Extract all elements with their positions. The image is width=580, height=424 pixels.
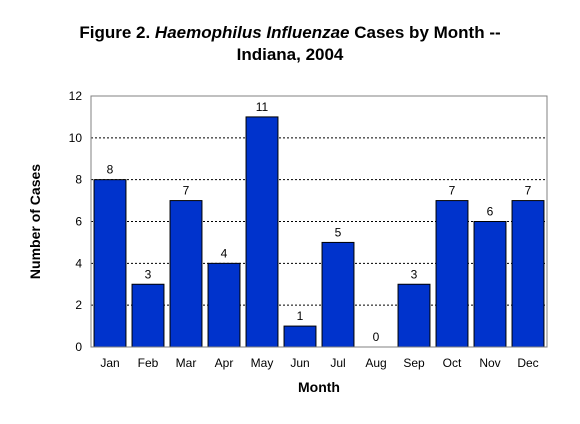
plot-area-frame (90, 95, 548, 348)
x-tick-labels: Jan Feb Mar Apr May Jun Jul Aug Sep Oct Nov Dec (100, 356, 538, 370)
bar-jul (321, 241, 355, 348)
bar-jun (283, 325, 317, 348)
x-tick-label-jul: Jul (330, 356, 345, 370)
x-tick-label-nov: Nov (479, 356, 500, 370)
data-label-dec: 7 (525, 184, 532, 198)
data-label-nov: 6 (487, 205, 494, 219)
bar-dec (511, 200, 545, 348)
data-label-jul: 5 (335, 225, 342, 239)
x-tick-label-jun: Jun (290, 356, 309, 370)
bar-sep (397, 283, 431, 348)
data-label-may: 11 (256, 100, 269, 114)
y-tick-label: 6 (75, 215, 82, 229)
x-tick-label-aug: Aug (365, 356, 386, 370)
y-tick-label: 10 (69, 131, 83, 145)
data-label-feb: 3 (145, 267, 152, 281)
x-tick-label-sep: Sep (403, 356, 425, 370)
gridlines (91, 137, 547, 306)
y-tick-labels: 0 2 4 6 8 10 12 (69, 89, 83, 354)
bar-nov (473, 221, 507, 348)
x-tick-label-apr: Apr (215, 356, 234, 370)
y-tick-label: 4 (75, 256, 82, 270)
x-tick-label-may: May (251, 356, 274, 370)
x-tick-label-oct: Oct (443, 356, 462, 370)
x-axis-title: Month (298, 379, 340, 395)
bar-mar (169, 200, 203, 348)
chart-title: Figure 2. Haemophilus Influenzae Cases b… (0, 22, 580, 66)
x-tick-label-feb: Feb (138, 356, 159, 370)
chart-title-line2: Indiana, 2004 (236, 45, 344, 64)
data-label-oct: 7 (449, 184, 456, 198)
bar-feb (131, 283, 165, 348)
x-tick-label-mar: Mar (176, 356, 197, 370)
chart-title-italic: Haemophilus Influenzae (154, 23, 350, 42)
y-tick-label: 2 (75, 298, 82, 312)
bar-apr (207, 262, 241, 348)
chart-title-prefix: Figure 2. (79, 23, 155, 42)
bar-may (245, 116, 279, 348)
chart-title-suffix: Cases by Month -- (349, 23, 501, 42)
x-tick-label-dec: Dec (517, 356, 538, 370)
data-label-aug: 0 (373, 330, 380, 344)
y-tick-label: 0 (75, 340, 82, 354)
data-label-apr: 4 (221, 246, 228, 260)
bar-jan (93, 179, 127, 348)
y-tick-label: 12 (69, 89, 83, 103)
x-tick-label-jan: Jan (100, 356, 119, 370)
data-label-mar: 7 (183, 184, 190, 198)
bar-oct (435, 200, 469, 348)
data-label-jan: 8 (107, 163, 114, 177)
bars (93, 116, 545, 348)
y-axis-title: Number of Cases (27, 164, 43, 279)
data-label-sep: 3 (411, 267, 418, 281)
y-tick-label: 8 (75, 173, 82, 187)
data-label-jun: 1 (297, 309, 304, 323)
